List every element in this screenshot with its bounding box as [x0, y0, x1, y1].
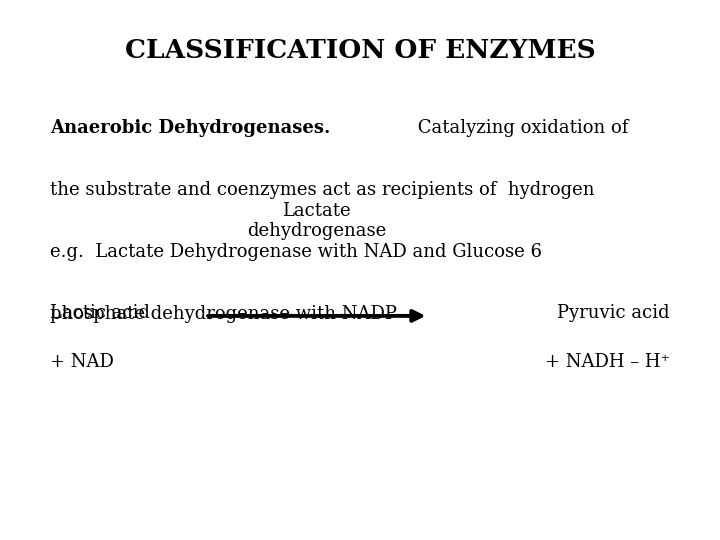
- Text: Anaerobic Dehydrogenases.: Anaerobic Dehydrogenases.: [50, 119, 330, 137]
- Text: + NADH – H⁺: + NADH – H⁺: [545, 353, 670, 371]
- Text: Catalyzing oxidation of: Catalyzing oxidation of: [412, 119, 629, 137]
- Text: Lactate
dehydrogenase: Lactate dehydrogenase: [247, 201, 387, 240]
- Text: phosphate dehydrogenase with NADP: phosphate dehydrogenase with NADP: [50, 305, 397, 323]
- Text: e.g.  Lactate Dehydrogenase with NAD and Glucose 6: e.g. Lactate Dehydrogenase with NAD and …: [50, 243, 542, 261]
- Text: CLASSIFICATION OF ENZYMES: CLASSIFICATION OF ENZYMES: [125, 38, 595, 63]
- Text: Lactic acid: Lactic acid: [50, 304, 150, 322]
- Text: the substrate and coenzymes act as recipients of  hydrogen: the substrate and coenzymes act as recip…: [50, 181, 595, 199]
- Text: + NAD: + NAD: [50, 353, 114, 371]
- Text: Pyruvic acid: Pyruvic acid: [557, 304, 670, 322]
